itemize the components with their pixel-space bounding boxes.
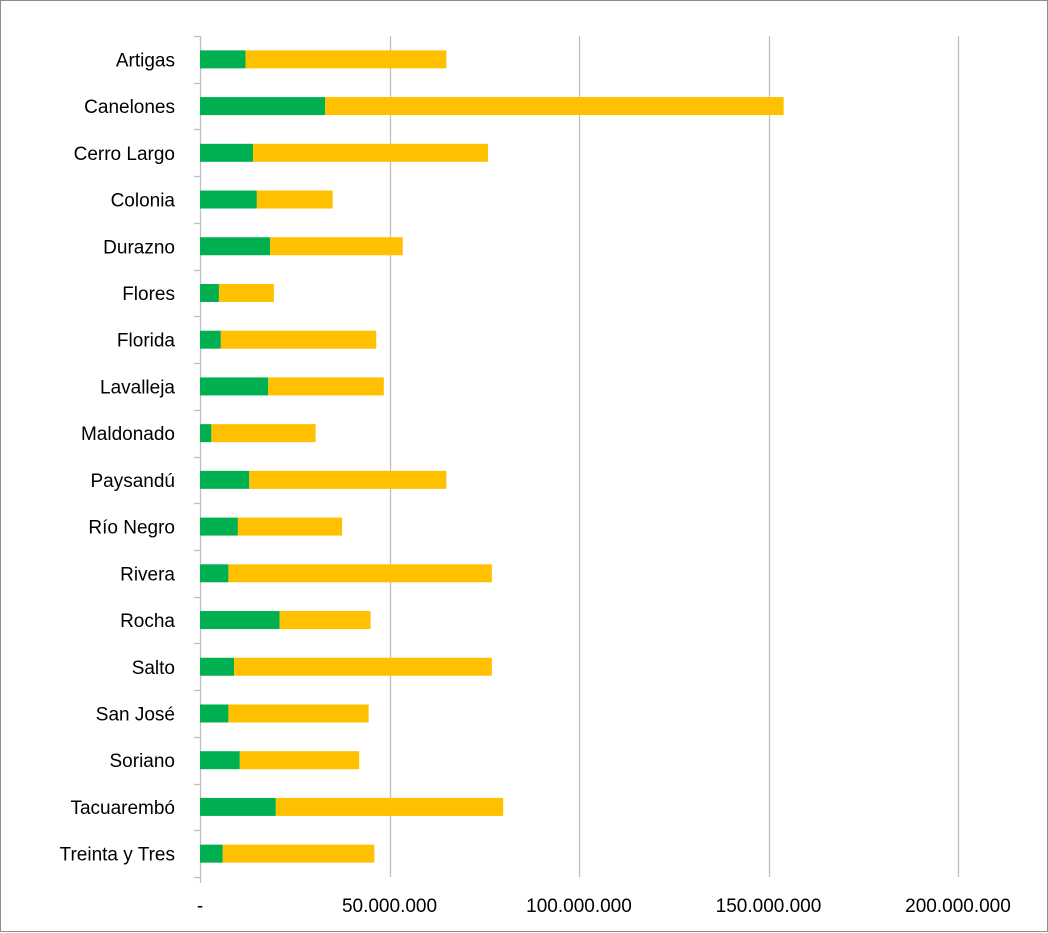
bar-segment-2 [228,564,492,583]
bar-segment-1 [200,190,257,209]
bar-segment-2 [218,283,274,302]
bar-segment-1 [200,50,246,69]
category-label: Paysandú [90,471,175,492]
bar-segment-2 [245,50,447,69]
bar-segment-2 [325,97,784,116]
category-label: San José [96,704,175,725]
bar-segment-2 [256,190,333,209]
category-label: Artigas [116,50,175,71]
x-tick-label: 200.000.000 [905,896,1011,917]
bar-segment-1 [200,143,254,162]
category-label: Maldonado [81,424,175,445]
bar-segment-2 [228,704,369,723]
category-label: Río Negro [88,518,175,539]
bar-segment-1 [200,657,235,676]
bar-segment-2 [222,844,375,863]
bar-segment-1 [200,797,276,816]
category-label: Salto [132,658,175,679]
bar-segment-1 [200,844,223,863]
bar-segment-2 [268,377,384,396]
category-label: Flores [122,284,175,305]
bar-segment-2 [253,143,489,162]
bar-segment-1 [200,237,271,256]
bar-segment-2 [234,657,492,676]
category-label: Soriano [110,751,176,772]
bar-segment-2 [249,470,447,489]
bar-segment-1 [200,751,240,770]
x-tick-label: 150.000.000 [716,896,822,917]
bar-segment-2 [270,237,403,256]
category-label: Tacuarembó [70,798,175,819]
bar-segment-2 [211,424,316,443]
bar-segment-1 [200,470,250,489]
category-label: Treinta y Tres [60,845,175,866]
bar-segment-1 [200,330,221,349]
bar-segment-1 [200,517,238,536]
bar-segment-1 [200,704,229,723]
bar-segment-2 [239,751,360,770]
bar-segment-1 [200,611,280,630]
bar-segment-2 [237,517,343,536]
bar-segment-1 [200,377,269,396]
bar-segment-2 [220,330,377,349]
category-label: Lavalleja [100,377,175,398]
category-label: Florida [117,331,176,352]
category-label: Rivera [120,564,175,585]
x-tick-label: - [197,896,203,917]
category-label: Rocha [120,611,175,632]
x-tick-label: 50.000.000 [342,896,437,917]
bar-segment-2 [275,797,504,816]
category-label: Canelones [84,97,175,118]
bar-segment-2 [279,611,371,630]
bar-segment-1 [200,97,326,116]
bar-segment-1 [200,564,229,583]
category-label: Colonia [111,191,176,212]
category-label: Cerro Largo [74,144,175,165]
category-label: Durazno [103,237,175,258]
bar-segment-1 [200,283,219,302]
bar-segment-1 [200,424,212,443]
x-tick-label: 100.000.000 [526,896,632,917]
